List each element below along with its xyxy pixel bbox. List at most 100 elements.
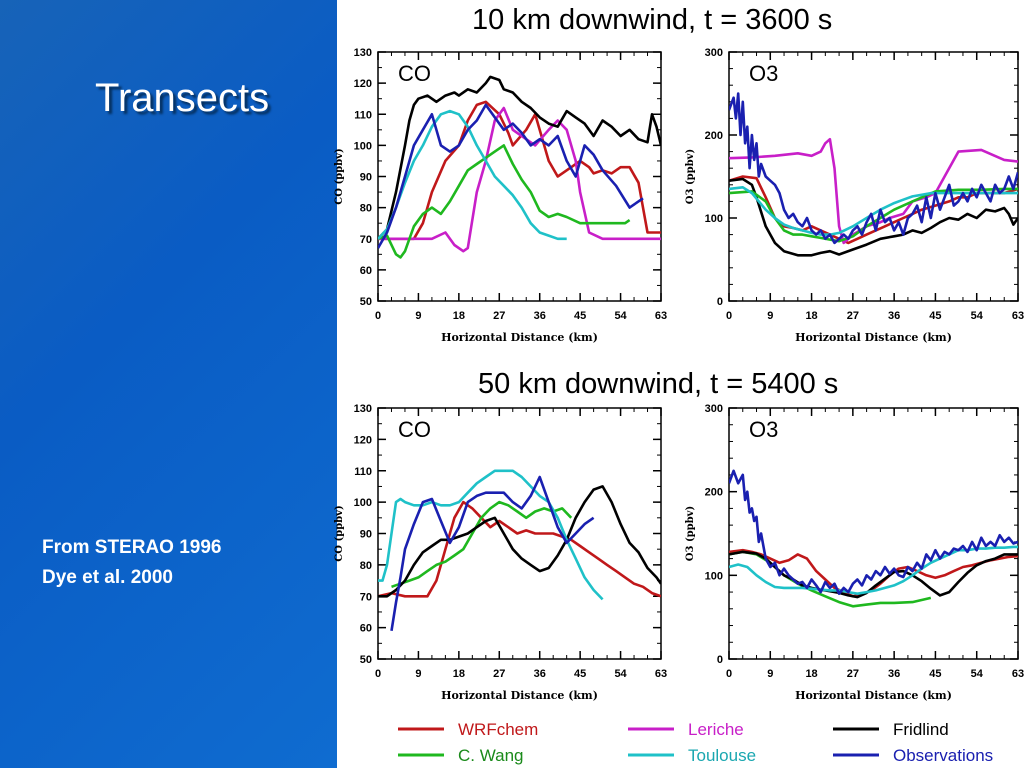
y-tick-label: 0 bbox=[717, 296, 723, 308]
x-tick-label: 63 bbox=[655, 668, 667, 680]
y-tick-label: 50 bbox=[360, 654, 372, 666]
co-lower-panel-label: CO bbox=[398, 417, 431, 442]
y-tick-label: 110 bbox=[354, 466, 372, 478]
y-tick-label: 70 bbox=[360, 591, 372, 603]
y-tick-label: 300 bbox=[705, 403, 723, 415]
o3-lower-series-c-wang bbox=[729, 550, 932, 608]
y-tick-label: 60 bbox=[360, 265, 372, 277]
co-lower-ylabel: CO (ppbv) bbox=[334, 505, 345, 561]
x-tick-label: 9 bbox=[767, 668, 773, 680]
y-tick-label: 120 bbox=[354, 78, 372, 90]
o3-lower-panel-label: O3 bbox=[749, 417, 778, 442]
co-upper-series-fridlind bbox=[378, 75, 661, 240]
y-tick-label: 200 bbox=[705, 487, 723, 499]
x-tick-label: 18 bbox=[453, 668, 465, 680]
x-tick-label: 54 bbox=[971, 668, 984, 680]
y-tick-label: 130 bbox=[354, 403, 372, 415]
source-line-2: Dye et al. 2000 bbox=[42, 567, 173, 588]
x-tick-label: 54 bbox=[614, 310, 627, 322]
slide-sidebar: Transects From STERAO 1996 Dye et al. 20… bbox=[0, 0, 337, 768]
y-tick-label: 100 bbox=[705, 570, 723, 582]
x-tick-label: 63 bbox=[1012, 668, 1024, 680]
legend-label-c-wang: C. Wang bbox=[458, 746, 524, 765]
y-tick-label: 100 bbox=[354, 497, 372, 509]
row2-title: 50 km downwind, t = 5400 s bbox=[478, 368, 839, 400]
x-tick-label: 27 bbox=[493, 310, 505, 322]
x-tick-label: 0 bbox=[375, 668, 381, 680]
co-lower-series-wrfchem bbox=[378, 500, 661, 598]
y-tick-label: 200 bbox=[705, 130, 723, 142]
o3-lower-series-fridlind bbox=[729, 550, 1018, 599]
o3-lower-frame bbox=[728, 407, 1019, 660]
o3-lower-series-toulouse bbox=[729, 545, 1018, 596]
x-tick-label: 36 bbox=[888, 668, 900, 680]
x-tick-label: 45 bbox=[574, 310, 586, 322]
o3-lower-xlabel: Horizontal Distance (km) bbox=[795, 689, 952, 702]
o3-lower-ylabel: O3 (ppbv) bbox=[685, 506, 696, 561]
legend-label-fridlind: Fridlind bbox=[893, 720, 949, 739]
o3-upper-frame bbox=[728, 51, 1019, 302]
x-tick-label: 9 bbox=[415, 668, 421, 680]
y-tick-label: 100 bbox=[705, 213, 723, 225]
y-tick-label: 80 bbox=[360, 560, 372, 572]
x-tick-label: 18 bbox=[805, 310, 817, 322]
y-tick-label: 90 bbox=[360, 172, 372, 184]
co-upper-panel-label: CO bbox=[398, 61, 431, 86]
y-tick-label: 80 bbox=[360, 203, 372, 215]
co-upper-series-toulouse bbox=[378, 109, 567, 241]
x-tick-label: 0 bbox=[726, 310, 732, 322]
o3-lower-series-observations bbox=[729, 469, 1018, 596]
x-tick-label: 27 bbox=[847, 668, 859, 680]
o3-upper-panel-label: O3 bbox=[749, 61, 778, 86]
x-tick-label: 63 bbox=[1012, 310, 1024, 322]
source-line-1: From STERAO 1996 bbox=[42, 537, 222, 558]
legend: WRFchem Leriche Fridlind C. Wang Toulouse Obs… bbox=[398, 720, 993, 765]
co-lower-series-c-wang bbox=[391, 500, 573, 589]
x-tick-label: 54 bbox=[614, 668, 627, 680]
x-tick-label: 36 bbox=[888, 310, 900, 322]
y-tick-label: 100 bbox=[354, 140, 372, 152]
x-tick-label: 0 bbox=[375, 310, 381, 322]
co-lower-xlabel: Horizontal Distance (km) bbox=[441, 689, 598, 702]
o3-lower-panel: 0 9 18 27 36 45 54 63 0 100 200 300 Horizontal Dista… bbox=[685, 403, 1024, 702]
co-upper-series-leriche bbox=[378, 106, 661, 253]
y-tick-label: 130 bbox=[354, 47, 372, 59]
co-lower-series-observations bbox=[390, 475, 595, 632]
o3-upper-ylabel: O3 (ppbv) bbox=[685, 149, 696, 204]
co-upper-panel: 0 9 18 27 36 45 54 63 50 60 70 80 90 100 110 120 130 Hori… bbox=[334, 47, 667, 344]
x-tick-label: 18 bbox=[805, 668, 817, 680]
x-tick-label: 9 bbox=[767, 310, 773, 322]
x-tick-label: 54 bbox=[971, 310, 984, 322]
y-tick-label: 50 bbox=[360, 296, 372, 308]
x-tick-label: 63 bbox=[655, 310, 667, 322]
x-tick-label: 27 bbox=[847, 310, 859, 322]
o3-upper-series-observations bbox=[729, 92, 1018, 245]
row1-title: 10 km downwind, t = 3600 s bbox=[472, 4, 833, 36]
co-lower-series-toulouse bbox=[378, 469, 604, 601]
y-tick-label: 70 bbox=[360, 234, 372, 246]
y-tick-label: 90 bbox=[360, 529, 372, 541]
x-tick-label: 0 bbox=[726, 668, 732, 680]
o3-upper-series-wrfchem bbox=[729, 175, 1018, 245]
o3-upper-series-fridlind bbox=[729, 177, 1018, 257]
y-tick-label: 120 bbox=[354, 434, 372, 446]
legend-label-toulouse: Toulouse bbox=[688, 746, 756, 765]
y-tick-label: 110 bbox=[354, 109, 372, 121]
x-tick-label: 45 bbox=[929, 310, 941, 322]
y-tick-label: 60 bbox=[360, 623, 372, 635]
y-tick-label: 0 bbox=[717, 654, 723, 666]
y-tick-label: 300 bbox=[705, 47, 723, 59]
legend-label-observations: Observations bbox=[893, 746, 993, 765]
x-tick-label: 27 bbox=[493, 668, 505, 680]
co-upper-ylabel: CO (ppbv) bbox=[334, 148, 345, 204]
x-tick-label: 36 bbox=[534, 668, 546, 680]
legend-label-leriche: Leriche bbox=[688, 720, 744, 739]
x-tick-label: 45 bbox=[574, 668, 586, 680]
co-upper-series-observations bbox=[378, 103, 644, 249]
x-tick-label: 18 bbox=[453, 310, 465, 322]
o3-upper-panel: 0 9 18 27 36 45 54 63 0 100 200 300 Horizontal Dista… bbox=[685, 47, 1024, 344]
o3-upper-xlabel: Horizontal Distance (km) bbox=[795, 331, 952, 344]
x-tick-label: 36 bbox=[534, 310, 546, 322]
figure-panel bbox=[337, 0, 1024, 768]
